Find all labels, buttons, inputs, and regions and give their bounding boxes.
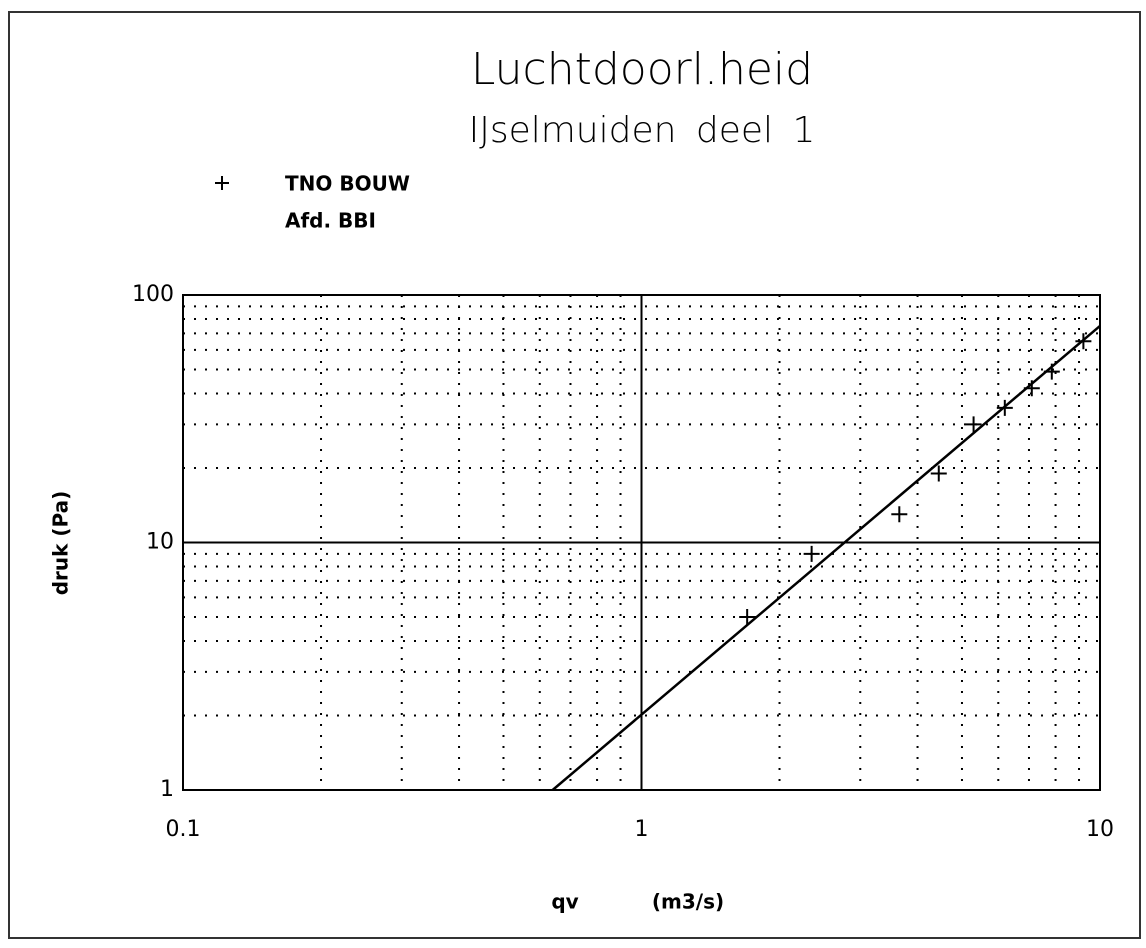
- x-axis-label: qv: [551, 890, 578, 914]
- y-tick-label: 100: [132, 282, 174, 307]
- x-tick-label: 10: [1086, 817, 1114, 842]
- chart-title: Luchtdoorl.heid: [471, 44, 813, 95]
- y-axis-label: druk (Pa): [49, 491, 73, 596]
- chart-subtitle: IJselmuiden deel 1: [469, 110, 816, 151]
- data-point: [1075, 333, 1092, 350]
- fit-line: [551, 324, 1101, 791]
- x-tick-label: 1: [635, 817, 649, 842]
- data-point: [803, 545, 820, 562]
- frame: [8, 11, 1141, 939]
- data-point: [891, 506, 908, 523]
- data-point: [996, 399, 1013, 416]
- legend-label: TNO BOUW: [285, 172, 410, 196]
- y-tick-label: 1: [160, 777, 174, 802]
- x-tick-label: 0.1: [166, 817, 201, 842]
- x-axis-unit: (m3/s): [652, 890, 724, 914]
- plot-frame: [182, 294, 1101, 791]
- data-point: [1023, 380, 1040, 397]
- data-point: [1043, 363, 1060, 380]
- annotation: Afd. BBI: [285, 209, 376, 233]
- data-point: [930, 465, 947, 482]
- y-tick-label: 10: [146, 530, 174, 555]
- data-point: [739, 609, 756, 626]
- legend-marker: [215, 176, 229, 190]
- data-point: [965, 416, 982, 433]
